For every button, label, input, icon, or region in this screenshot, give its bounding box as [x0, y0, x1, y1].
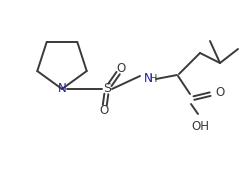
Text: O: O [116, 62, 126, 76]
Text: OH: OH [191, 120, 209, 133]
Text: N: N [144, 71, 152, 84]
Text: H: H [150, 74, 157, 84]
Text: S: S [103, 82, 111, 95]
Text: O: O [99, 104, 109, 117]
Text: N: N [58, 82, 66, 95]
Text: O: O [215, 87, 225, 100]
